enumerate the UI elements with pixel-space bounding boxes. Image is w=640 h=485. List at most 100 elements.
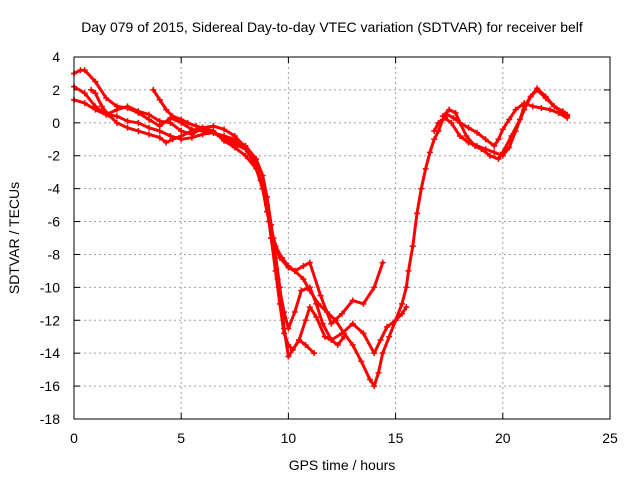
y-tick-label: -10	[40, 279, 60, 295]
tick-labels: 0 5 10 15 20 25 -18 -16 -14 -12 -10 -8 -6 -4 -2 0 2 4	[40, 49, 618, 446]
data-point	[291, 267, 298, 274]
data-point	[377, 337, 384, 344]
plot-frame	[73, 56, 611, 420]
data-point	[328, 337, 335, 344]
data-point	[135, 119, 142, 126]
data-point	[495, 156, 502, 163]
data-point	[521, 103, 528, 110]
data-point	[431, 128, 438, 135]
data-point	[452, 109, 459, 116]
data-point	[465, 124, 472, 131]
chart-title: Day 079 of 2015, Sidereal Day-to-day VTE…	[81, 19, 583, 35]
data-point	[463, 132, 470, 139]
data-point	[188, 128, 195, 135]
data-point	[409, 243, 416, 250]
data-point	[386, 333, 393, 340]
data-point	[375, 369, 382, 376]
data-point	[184, 119, 191, 126]
data-point	[113, 119, 120, 126]
data-point	[92, 90, 99, 97]
data-point	[124, 124, 131, 131]
x-axis-label: GPS time / hours	[289, 457, 396, 473]
data-point	[251, 157, 258, 164]
data-point	[527, 93, 534, 100]
series-7	[439, 85, 571, 163]
y-tick-label: 0	[52, 115, 60, 131]
data-point	[163, 139, 170, 146]
data-point	[150, 86, 157, 93]
data-point	[456, 119, 463, 126]
data-point	[313, 313, 320, 320]
data-point	[169, 136, 176, 143]
y-tick-label: -16	[40, 378, 60, 394]
data-point	[113, 113, 120, 120]
y-tick-label: -6	[48, 214, 61, 230]
y-axis-label: SDTVAR / TECUs	[6, 182, 22, 294]
data-point	[403, 284, 410, 291]
data-point	[163, 106, 170, 113]
data-point	[317, 292, 324, 299]
data-point	[92, 106, 99, 113]
data-point	[499, 149, 506, 156]
data-point	[529, 103, 536, 110]
data-point	[371, 350, 378, 357]
data-point	[491, 149, 498, 156]
y-tick-label: 4	[52, 49, 60, 65]
data-point	[92, 78, 99, 85]
data-point	[178, 116, 185, 123]
data-point	[135, 128, 142, 135]
data-point	[306, 304, 313, 311]
series-5	[150, 86, 571, 390]
data-point	[259, 185, 266, 192]
data-point	[450, 114, 457, 121]
data-point	[306, 287, 313, 294]
data-point	[474, 129, 481, 136]
y-tick-label: -4	[48, 181, 61, 197]
data-point	[512, 106, 519, 113]
y-tick-label: -12	[40, 312, 60, 328]
data-point	[426, 149, 433, 156]
data-point	[328, 320, 335, 327]
data-point	[289, 346, 296, 353]
data-points	[71, 67, 571, 390]
data-point	[285, 262, 292, 269]
data-point	[384, 323, 391, 330]
data-point	[113, 106, 120, 113]
data-point	[439, 113, 446, 120]
data-point	[414, 210, 421, 217]
data-point	[399, 310, 406, 317]
data-point	[542, 93, 549, 100]
data-point	[300, 276, 307, 283]
data-point	[266, 218, 273, 225]
data-point	[242, 144, 249, 151]
data-point	[482, 136, 489, 143]
data-point	[276, 300, 283, 307]
data-point	[486, 152, 493, 159]
data-point	[435, 119, 442, 126]
data-point	[146, 111, 153, 118]
data-point	[285, 325, 292, 332]
data-point	[124, 118, 131, 125]
data-point	[272, 267, 279, 274]
data-point	[491, 142, 498, 149]
x-tick-label: 0	[70, 430, 78, 446]
data-point	[379, 259, 386, 266]
data-point	[360, 330, 367, 337]
data-point	[422, 165, 429, 172]
data-point	[379, 350, 386, 357]
y-tick-label: 2	[52, 82, 60, 98]
data-point	[399, 300, 406, 307]
data-point	[506, 144, 513, 151]
data-point	[156, 128, 163, 135]
data-point	[105, 111, 112, 118]
data-point	[146, 124, 153, 131]
y-tick-label: -2	[48, 148, 61, 164]
data-point	[291, 309, 298, 316]
data-point	[296, 337, 303, 344]
x-tick-label: 25	[602, 430, 618, 446]
data-point	[349, 341, 356, 348]
data-point	[169, 113, 176, 120]
data-point	[371, 284, 378, 291]
data-point	[516, 116, 523, 123]
